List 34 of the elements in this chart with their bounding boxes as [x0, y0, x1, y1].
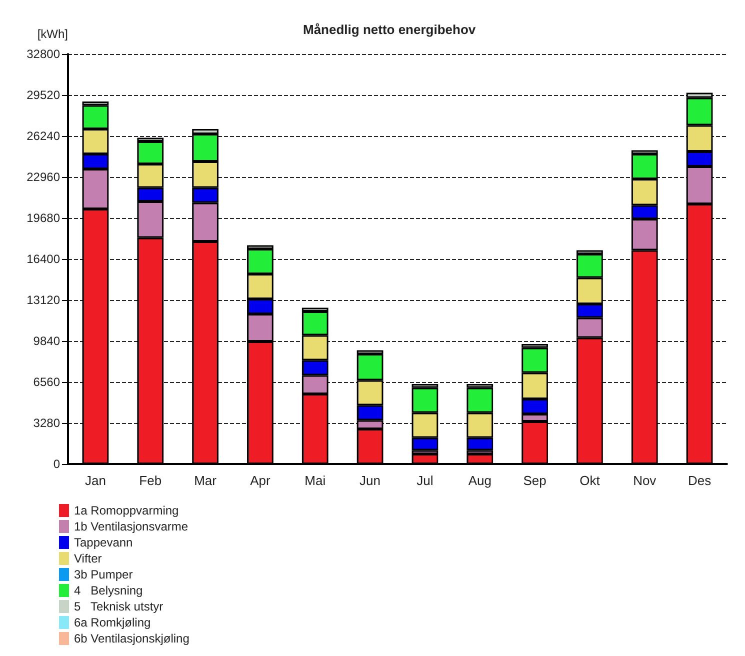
x-tick-label: Jul	[416, 473, 434, 488]
x-tick-label: Jan	[84, 473, 106, 488]
x-tick-label: Jun	[360, 473, 381, 488]
legend-label: 4 Belysning	[74, 584, 143, 598]
legend-label: Vifter	[74, 552, 102, 566]
x-tick-label: Sep	[523, 473, 546, 488]
y-tick-label: 26240	[26, 129, 60, 143]
legend-label: 5 Teknisk utstyr	[74, 600, 164, 614]
y-tick-label: 29520	[26, 88, 60, 102]
legend-label: 6a Romkjøling	[74, 616, 151, 630]
legend-label: Tappevann	[74, 536, 133, 550]
y-tick-label: 22960	[26, 170, 60, 184]
legend-label: 1a Romoppvarming	[74, 504, 179, 518]
x-tick-label: Aug	[468, 473, 492, 488]
y-tick-label: 16400	[26, 252, 60, 266]
x-tick-label: Okt	[580, 473, 600, 488]
chart-title: Månedlig netto energibehov	[303, 22, 476, 37]
x-tick-label: Mai	[304, 473, 326, 488]
y-tick-label: 19680	[26, 211, 60, 225]
legend-label: 6b Ventilasjonskjøling	[74, 632, 190, 646]
y-tick-label: 6560	[33, 375, 60, 389]
y-tick-label: 3280	[33, 416, 60, 430]
y-axis-title: [kWh]	[37, 27, 68, 41]
x-tick-label: Mar	[194, 473, 218, 488]
x-tick-label: Feb	[139, 473, 162, 488]
x-tick-label: Nov	[633, 473, 657, 488]
y-tick-label: 13120	[26, 293, 60, 307]
y-tick-label: 9840	[33, 334, 60, 348]
x-tick-label: Des	[688, 473, 712, 488]
legend-label: 1b Ventilasjonsvarme	[74, 520, 188, 534]
x-tick-label: Apr	[250, 473, 271, 488]
legend-label: 3b Pumper	[74, 568, 133, 582]
y-tick-label: 32800	[26, 47, 60, 61]
y-tick-label: 0	[53, 457, 60, 471]
